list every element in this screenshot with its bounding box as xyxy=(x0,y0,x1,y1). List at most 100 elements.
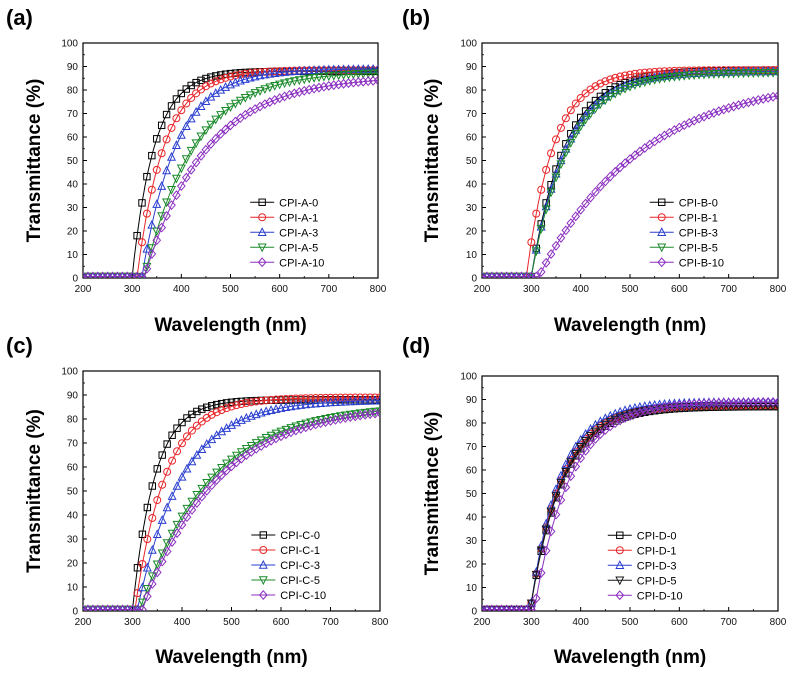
chart-panel-c: (c) 200 300 400 500 600 700 800 0 10 20 30 40 50 60 70 8… xyxy=(6,333,389,668)
data-point xyxy=(197,484,207,494)
legend: CPI-D-0 CPI-D-1 CPI-D-3 CPI-D-5 CPI-D-10 xyxy=(607,530,683,602)
data-point xyxy=(551,492,561,502)
data-point xyxy=(172,480,182,490)
data-point xyxy=(620,158,630,169)
data-point xyxy=(591,434,600,444)
data-point xyxy=(181,172,191,183)
data-point xyxy=(211,133,221,144)
series-line xyxy=(482,69,778,278)
data-point xyxy=(561,148,571,158)
legend-marker xyxy=(657,227,667,236)
data-point xyxy=(375,395,380,405)
data-point xyxy=(186,164,196,175)
data-point xyxy=(645,76,655,86)
data-point xyxy=(586,432,596,441)
data-point xyxy=(280,91,289,102)
data-point xyxy=(744,97,753,108)
data-point xyxy=(212,475,222,485)
data-point xyxy=(147,545,157,554)
data-point xyxy=(526,599,536,609)
data-point xyxy=(207,410,216,419)
data-point xyxy=(704,109,714,120)
data-point xyxy=(547,149,556,158)
y-tick-label: 0 xyxy=(72,274,78,285)
data-point xyxy=(265,68,275,78)
data-point xyxy=(650,67,659,76)
data-point xyxy=(157,222,167,233)
data-point xyxy=(265,97,275,107)
y-tick-label: 90 xyxy=(67,62,79,73)
data-point xyxy=(162,110,171,119)
data-point xyxy=(674,72,684,82)
data-point xyxy=(610,89,620,99)
data-point xyxy=(290,88,299,99)
data-point xyxy=(590,104,600,114)
y-tick-label: 100 xyxy=(61,367,78,378)
y-tick-label: 10 xyxy=(67,583,79,594)
data-point xyxy=(142,585,152,594)
data-point xyxy=(773,401,778,411)
data-point xyxy=(311,419,321,430)
data-point xyxy=(655,67,664,76)
data-point xyxy=(645,404,655,415)
series-markers xyxy=(83,69,378,278)
series-markers xyxy=(482,402,778,611)
series-line xyxy=(83,68,378,278)
data-point xyxy=(346,393,355,402)
data-point xyxy=(316,416,326,425)
data-point xyxy=(621,71,630,80)
data-point xyxy=(590,427,600,437)
data-point xyxy=(266,431,276,441)
data-point xyxy=(650,399,660,409)
y-tick-label: 100 xyxy=(460,372,477,383)
data-point xyxy=(532,209,541,218)
data-point xyxy=(340,412,350,423)
legend-marker xyxy=(259,531,268,539)
data-point xyxy=(306,398,316,408)
data-point xyxy=(724,69,734,79)
data-point xyxy=(566,458,576,468)
data-point xyxy=(370,395,380,405)
data-point xyxy=(768,91,778,102)
data-point xyxy=(231,451,241,461)
data-point xyxy=(773,90,778,101)
data-point xyxy=(211,77,220,86)
data-point xyxy=(251,439,261,448)
y-tick-label: 30 xyxy=(466,203,478,214)
data-point xyxy=(566,218,576,229)
data-point xyxy=(206,120,216,130)
data-point xyxy=(202,485,212,496)
data-point xyxy=(536,266,546,277)
data-point xyxy=(375,407,380,418)
data-point xyxy=(699,111,709,122)
panel-label: (d) xyxy=(402,333,430,358)
data-point xyxy=(309,65,319,74)
data-point xyxy=(284,78,295,88)
data-point xyxy=(605,92,615,102)
data-point xyxy=(309,83,319,94)
data-point xyxy=(280,79,290,89)
data-point xyxy=(665,67,674,76)
data-point xyxy=(556,232,566,243)
data-point xyxy=(650,403,660,414)
data-point xyxy=(203,403,211,411)
data-point xyxy=(166,151,177,161)
data-point xyxy=(773,68,778,78)
data-point xyxy=(709,107,719,118)
data-point xyxy=(306,418,316,428)
plot-area xyxy=(482,66,778,278)
data-point xyxy=(232,401,241,410)
plot-area xyxy=(83,63,378,278)
data-point xyxy=(289,77,299,87)
data-point xyxy=(339,64,349,74)
data-point xyxy=(689,71,699,80)
series-line xyxy=(83,79,378,278)
data-point xyxy=(275,80,285,90)
series-line xyxy=(482,404,778,611)
series-line xyxy=(482,69,778,278)
y-tick-label: 0 xyxy=(471,607,477,618)
y-tick-label: 40 xyxy=(466,513,478,524)
y-tick-label: 30 xyxy=(466,536,478,547)
x-tick-label: 600 xyxy=(671,284,688,295)
data-point xyxy=(275,67,285,77)
